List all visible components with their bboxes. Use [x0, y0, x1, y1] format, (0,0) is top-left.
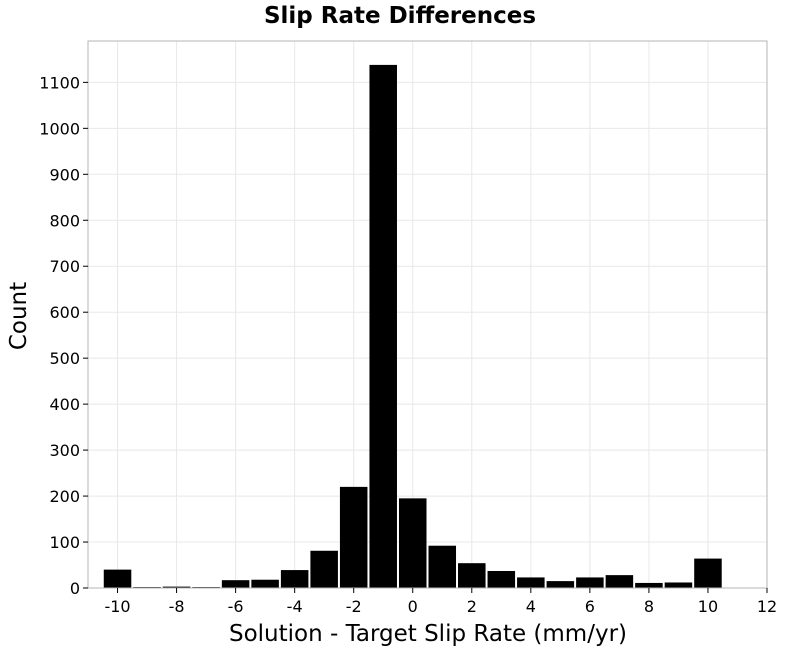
y-tick-label: 500	[49, 349, 80, 368]
x-tick-label: -6	[228, 597, 244, 616]
histogram-bar	[458, 563, 486, 588]
x-tick-label: -8	[169, 597, 185, 616]
chart-title: Slip Rate Differences	[264, 3, 536, 29]
y-tick-label: 100	[49, 533, 80, 552]
x-tick-label: 8	[644, 597, 654, 616]
y-tick-label: 200	[49, 487, 80, 506]
x-tick-label: 12	[757, 597, 777, 616]
histogram-bar	[221, 580, 250, 588]
x-tick-label: 6	[585, 597, 595, 616]
y-tick-label: 1100	[39, 73, 80, 92]
histogram-bar	[517, 577, 545, 588]
histogram-bar	[162, 586, 191, 588]
x-tick-label: 4	[526, 597, 536, 616]
bars	[103, 64, 722, 588]
y-tick-label: 0	[70, 579, 80, 598]
histogram-bar	[605, 575, 634, 588]
histogram-bar	[576, 577, 604, 588]
y-tick-label: 300	[49, 441, 80, 460]
y-tick-label: 900	[49, 165, 80, 184]
histogram-bar	[398, 498, 427, 588]
x-axis-label: Solution - Target Slip Rate (mm/yr)	[229, 621, 627, 647]
y-axis-ticks: 0 100 200 300 400 500 600 700 800 900 1000 1100	[39, 73, 88, 598]
y-tick-label: 1000	[39, 119, 80, 138]
y-tick-label: 700	[49, 257, 80, 276]
y-tick-label: 800	[49, 211, 80, 230]
histogram-bar	[635, 582, 663, 588]
grid	[88, 41, 768, 589]
histogram-bar	[664, 582, 693, 588]
histogram-bar	[546, 581, 575, 588]
histogram-bar	[280, 570, 309, 588]
x-axis-ticks: -10 -8 -6 -4 -2 0 2 4 6 8 10 12	[104, 588, 777, 616]
histogram-bar	[103, 569, 132, 588]
histogram-bar	[487, 570, 516, 588]
x-tick-label: 0	[408, 597, 418, 616]
y-axis-label: Count	[6, 282, 32, 350]
y-tick-label: 400	[49, 395, 80, 414]
histogram-bar	[369, 64, 397, 588]
plot-frame	[87, 40, 768, 589]
x-tick-label: -10	[104, 597, 130, 616]
histogram-bar	[694, 558, 722, 588]
x-tick-label: 2	[467, 597, 477, 616]
x-tick-label: 10	[698, 597, 718, 616]
x-tick-label: -2	[346, 597, 362, 616]
histogram-bar	[339, 486, 368, 588]
x-tick-label: -4	[287, 597, 303, 616]
histogram-bar	[428, 545, 457, 588]
histogram-bar	[310, 550, 338, 588]
y-tick-label: 600	[49, 303, 80, 322]
histogram-bar	[251, 579, 279, 588]
